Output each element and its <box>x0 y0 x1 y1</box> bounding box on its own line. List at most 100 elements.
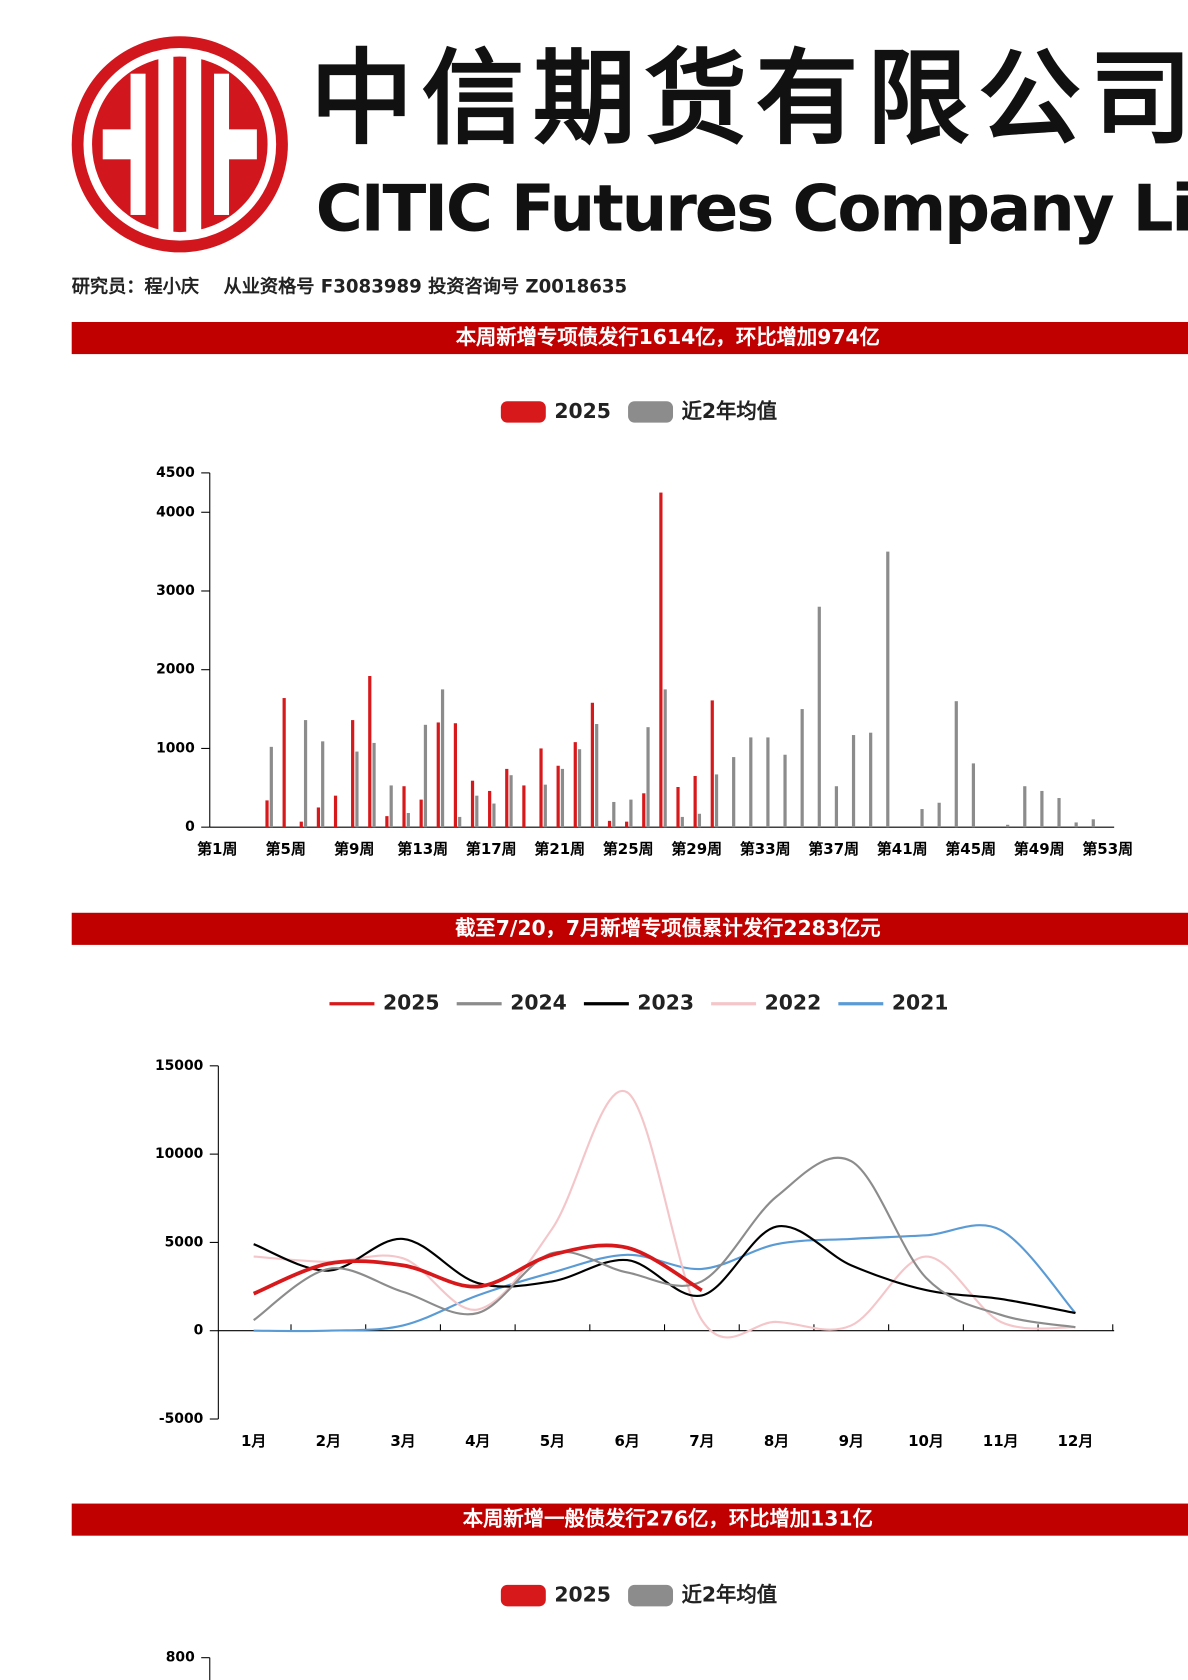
bar <box>612 801 616 828</box>
bar <box>389 785 393 828</box>
line-series <box>253 1089 1076 1339</box>
bar <box>299 821 303 828</box>
bar <box>543 784 547 828</box>
legend-label: 2025 <box>554 399 611 423</box>
x-tick-label: 第49周 <box>1014 840 1065 858</box>
bar <box>265 800 269 828</box>
y-tick-label: 5000 <box>165 1234 204 1250</box>
x-tick-label: 12月 <box>1058 1432 1094 1450</box>
x-tick-label: 8月 <box>764 1432 789 1450</box>
bar <box>406 812 410 828</box>
legend-swatch <box>628 1584 674 1607</box>
legend-label: 2023 <box>637 991 694 1015</box>
x-tick-label: 第45周 <box>945 840 996 858</box>
bar <box>1074 822 1078 828</box>
bar <box>539 748 543 828</box>
bar <box>321 741 325 828</box>
y-tick-label: 2000 <box>156 662 195 678</box>
line-series <box>253 1156 1076 1329</box>
y-tick-label: 10000 <box>155 1146 204 1162</box>
legend: 2025 近2年均值 <box>500 1583 777 1607</box>
bar <box>577 749 582 828</box>
bar <box>625 821 629 828</box>
legend-label: 2021 <box>892 991 949 1015</box>
bar <box>440 689 445 828</box>
bar <box>573 742 577 828</box>
x-tick-label: 第17周 <box>466 840 517 858</box>
section-title: 本周新增一般债发行276亿，环比增加131亿 <box>463 1507 873 1531</box>
x-tick-label: 7月 <box>689 1432 714 1450</box>
y-tick-label: 800 <box>166 1650 195 1666</box>
section-title: 本周新增专项债发行1614亿，环比增加974亿 <box>456 325 880 349</box>
bar <box>1057 798 1061 828</box>
legend-label: 2022 <box>765 991 822 1015</box>
bar <box>954 701 958 828</box>
bar <box>607 820 612 828</box>
bar <box>509 775 513 828</box>
legend-label: 近2年均值 <box>682 1583 777 1607</box>
researcher: 研究员：程小庆 从业资格号 F3083989 投资咨询号 Z0018635 <box>72 276 627 298</box>
x-tick-label: 第21周 <box>534 840 585 858</box>
bar <box>659 492 663 828</box>
y-tick-label: 4000 <box>156 504 195 520</box>
legend-label: 2025 <box>554 1583 611 1607</box>
bar <box>693 775 697 828</box>
legend: 2025 近2年均值 <box>500 399 777 423</box>
bar <box>355 751 359 828</box>
bar <box>522 785 526 828</box>
x-tick-label: 5月 <box>540 1432 565 1450</box>
bar <box>766 737 770 828</box>
y-tick-label: -5000 <box>159 1411 204 1427</box>
y-tick-label: 1000 <box>156 740 195 756</box>
bar <box>783 754 787 828</box>
bar <box>732 757 736 828</box>
y-tick-label: 0 <box>194 1323 204 1339</box>
company-cn: 中信期货有限公司 <box>310 40 1188 159</box>
bar <box>646 727 650 828</box>
bar <box>595 724 599 828</box>
bar <box>697 813 702 828</box>
bar <box>851 735 856 828</box>
bar <box>333 795 338 828</box>
bar <box>800 709 804 828</box>
x-tick-label: 第25周 <box>603 840 654 858</box>
bar <box>749 737 753 828</box>
bar <box>817 606 821 828</box>
legend-swatch <box>500 401 546 423</box>
bar <box>629 799 633 828</box>
section-title: 截至7/20，7月新增专项债累计发行2283亿元 <box>455 916 880 940</box>
line-series <box>252 1243 703 1296</box>
y-tick-label: 3000 <box>156 583 195 599</box>
section-bar <box>71 912 1188 945</box>
bar <box>590 702 594 828</box>
x-tick-label: 2月 <box>316 1432 341 1450</box>
bar <box>714 774 719 828</box>
bar <box>453 723 458 828</box>
bar <box>710 700 714 828</box>
bar <box>505 768 509 828</box>
bar <box>492 803 496 828</box>
logo <box>71 36 288 253</box>
bar <box>423 724 428 828</box>
y-tick-label: 0 <box>185 819 195 835</box>
bar <box>937 802 941 828</box>
bar <box>642 793 646 828</box>
bar <box>385 816 389 828</box>
line-series <box>253 1224 1077 1333</box>
x-tick-label: 1月 <box>241 1432 266 1450</box>
bar <box>556 765 560 828</box>
bar <box>419 799 423 828</box>
x-tick-label: 6月 <box>614 1432 639 1450</box>
bar <box>680 816 684 828</box>
legend-swatch <box>628 401 674 423</box>
company-en: CITIC Futures Company Limited <box>316 171 1188 246</box>
x-tick-label: 10月 <box>908 1432 944 1450</box>
bar <box>351 720 355 828</box>
bar <box>488 790 492 828</box>
section-bar <box>71 1503 1188 1536</box>
bar <box>560 768 565 828</box>
x-tick-label: 第5周 <box>266 840 306 858</box>
bar <box>676 787 680 828</box>
